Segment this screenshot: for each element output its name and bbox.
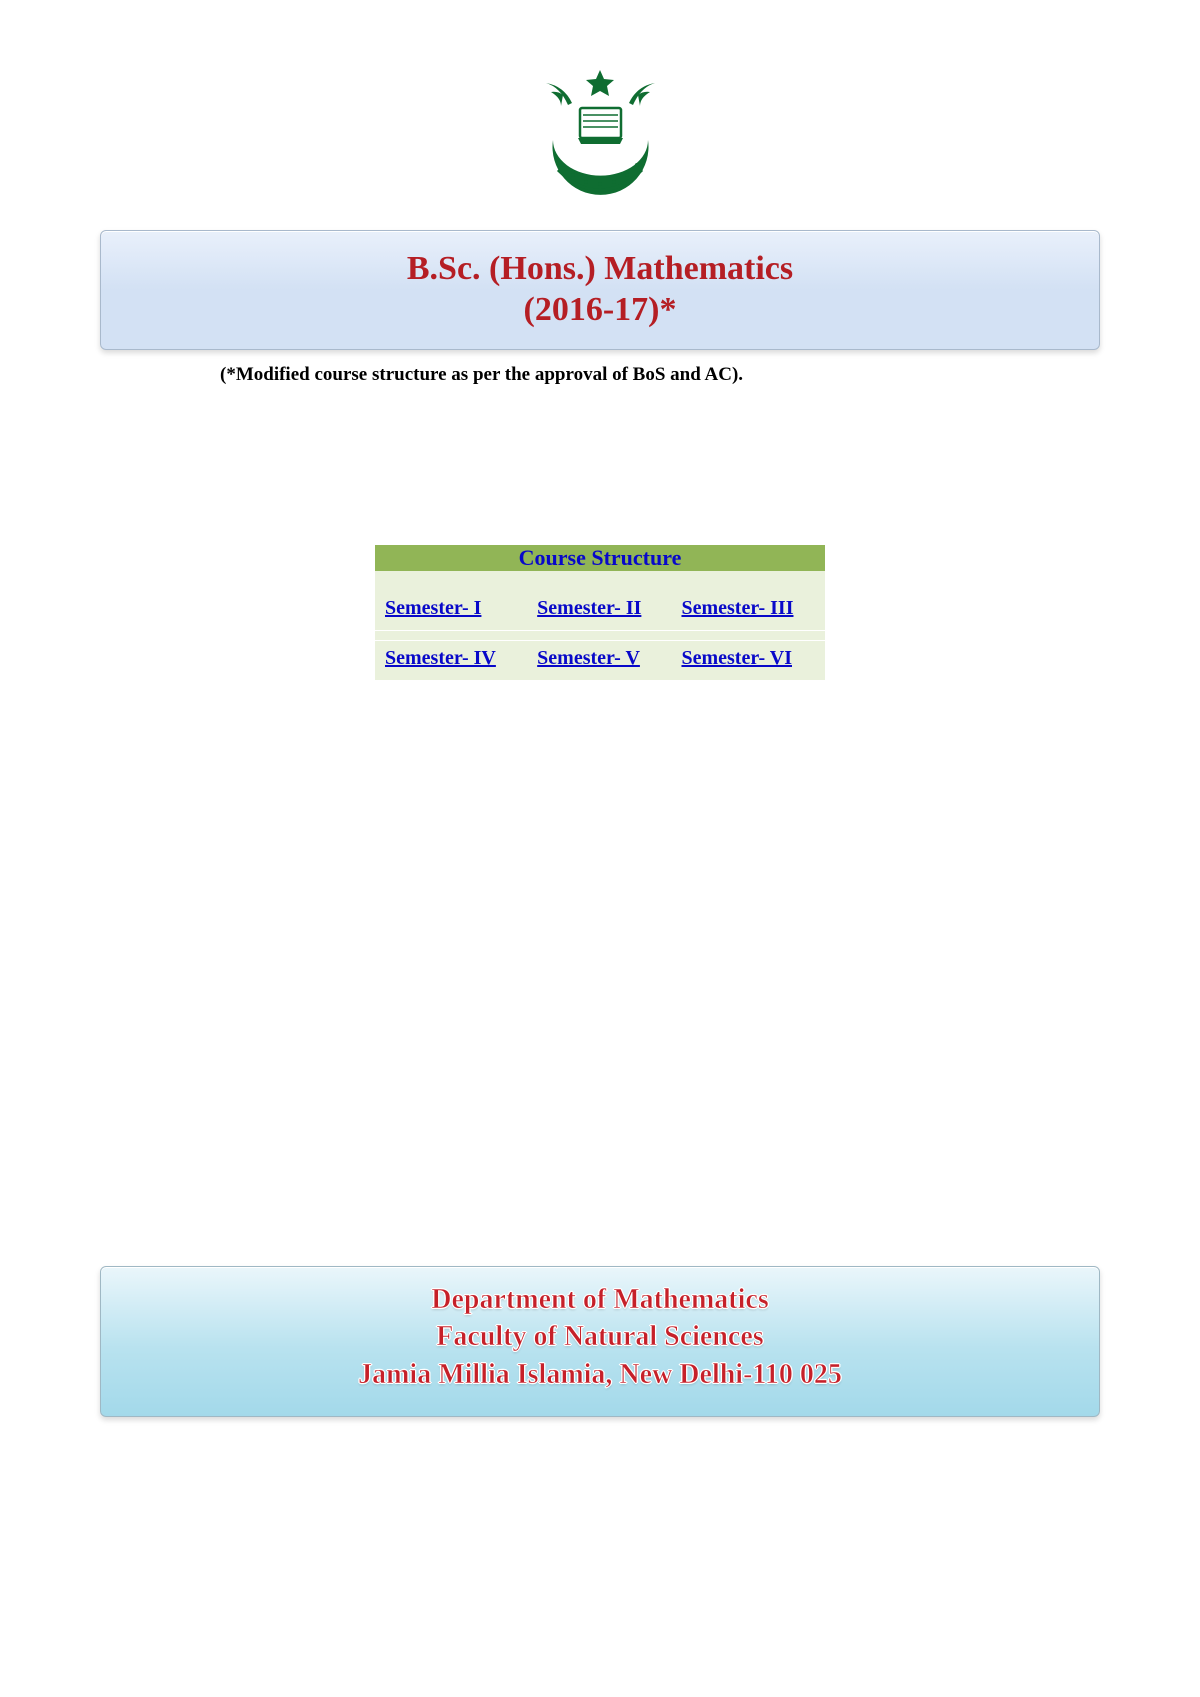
link-semester-2[interactable]: Semester- II (537, 597, 641, 619)
department-name: Department of Mathematics (111, 1281, 1089, 1319)
link-semester-1[interactable]: Semester- I (385, 597, 481, 619)
table-gap (375, 571, 825, 591)
course-structure-table: Course Structure Semester- I Semester- I… (375, 545, 825, 680)
link-semester-6[interactable]: Semester- VI (681, 647, 792, 669)
link-semester-4[interactable]: Semester- IV (385, 647, 496, 669)
modification-note: (*Modified course structure as per the a… (100, 364, 1100, 386)
logo-container (100, 60, 1100, 200)
table-row: Semester- IV Semester- V Semester- VI (375, 641, 825, 681)
table-row: Semester- I Semester- II Semester- III (375, 591, 825, 631)
university-address: Jamia Millia Islamia, New Delhi-110 025 (111, 1356, 1089, 1394)
program-title-line1: B.Sc. (Hons.) Mathematics (111, 249, 1089, 290)
university-logo-icon (528, 60, 673, 200)
table-gap (375, 631, 825, 641)
table-header: Course Structure (375, 545, 825, 571)
footer-banner: Department of Mathematics Faculty of Nat… (100, 1266, 1100, 1417)
page: B.Sc. (Hons.) Mathematics (2016-17)* (*M… (0, 0, 1200, 1697)
link-semester-5[interactable]: Semester- V (537, 647, 640, 669)
program-title-line2: (2016-17)* (111, 290, 1089, 331)
title-banner: B.Sc. (Hons.) Mathematics (2016-17)* (100, 230, 1100, 350)
link-semester-3[interactable]: Semester- III (681, 597, 793, 619)
faculty-name: Faculty of Natural Sciences (111, 1318, 1089, 1356)
